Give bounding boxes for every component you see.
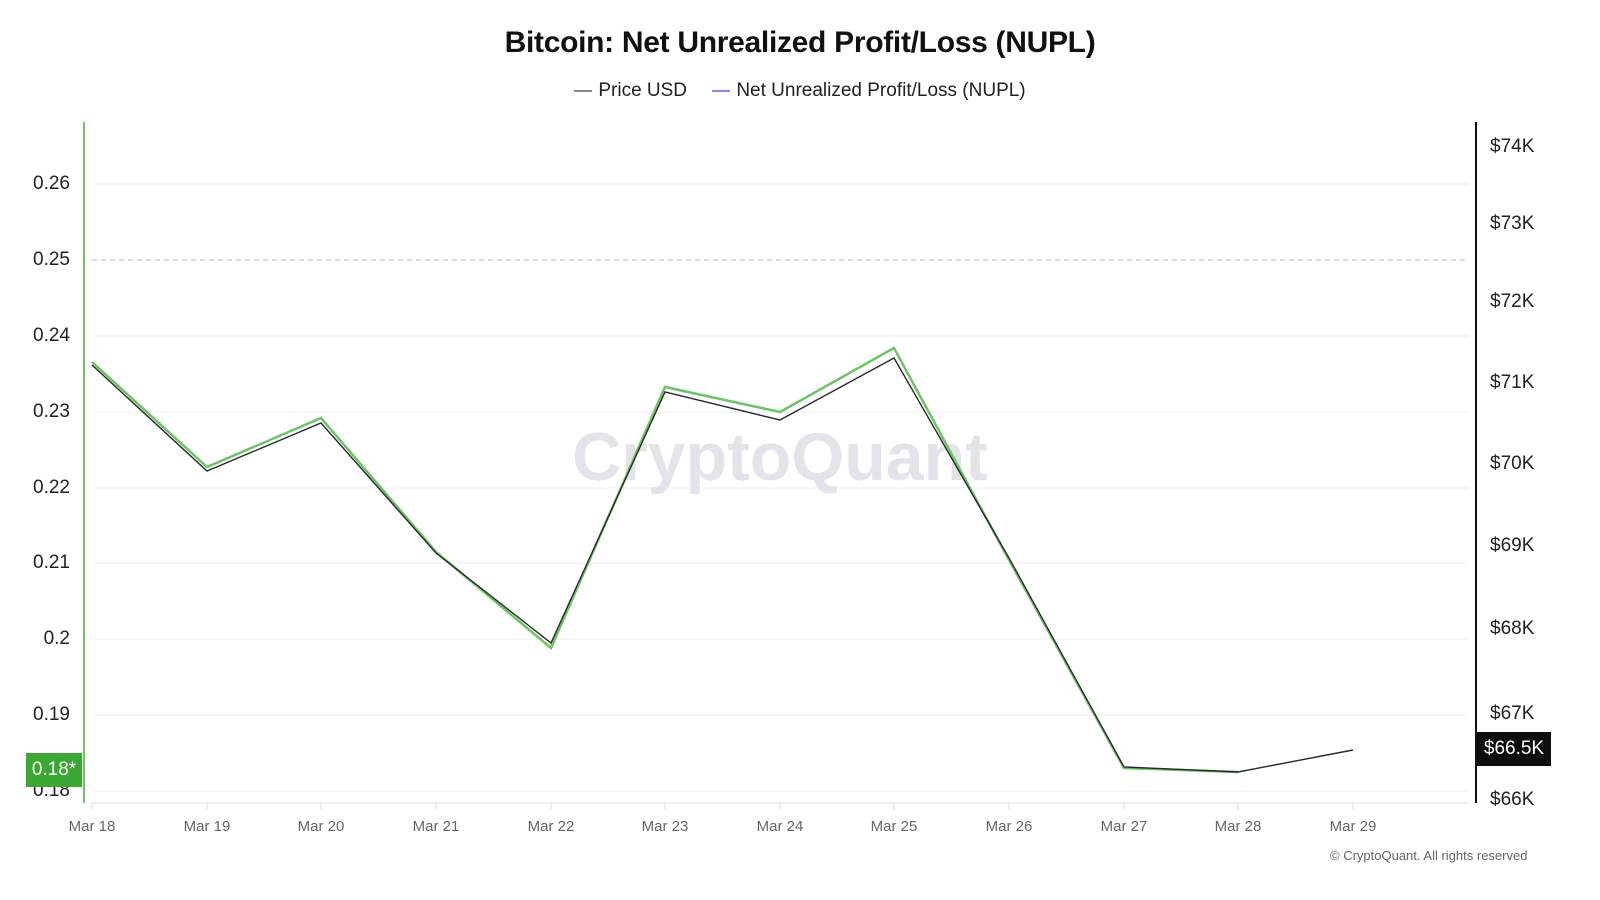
x-tick: Mar 22 xyxy=(527,818,575,835)
legend-swatch-nupl-icon xyxy=(712,90,731,92)
y-right-tick: $68K xyxy=(1490,618,1535,639)
y-right-tick: $66K xyxy=(1490,789,1535,810)
y-right-tick: $73K xyxy=(1490,213,1535,234)
legend-swatch-price-icon xyxy=(574,90,593,92)
x-tick: Mar 20 xyxy=(297,818,345,835)
x-tick: Mar 25 xyxy=(870,818,918,835)
legend-label-price: Price USD xyxy=(598,80,688,101)
price-line xyxy=(91,357,1354,773)
chart-legend: Price USD Net Unrealized Profit/Loss (NU… xyxy=(0,76,1600,102)
gridlines xyxy=(92,183,1468,792)
y-left-tick: 0.22 xyxy=(33,477,70,498)
y-left-tick: 0.23 xyxy=(33,401,70,422)
chart-title: Bitcoin: Net Unrealized Profit/Loss (NUP… xyxy=(504,26,1096,59)
x-tick: Mar 21 xyxy=(412,818,460,835)
y-right-tick: $71K xyxy=(1490,372,1535,393)
watermark: CryptoQuant xyxy=(572,419,988,495)
y-right-tick: $72K xyxy=(1490,291,1535,312)
legend-item-price[interactable]: Price USD xyxy=(574,80,687,102)
price-current-badge: $66.5K xyxy=(1477,732,1551,766)
x-tick: Mar 18 xyxy=(68,818,116,835)
x-tick: Mar 29 xyxy=(1329,818,1377,835)
copyright-footer: © CryptoQuant. All rights reserved xyxy=(1330,848,1528,863)
x-tick: Mar 23 xyxy=(641,818,689,835)
x-tick: Mar 28 xyxy=(1214,818,1262,835)
nupl-current-badge: 0.18* xyxy=(26,753,82,787)
y-right-tick: $70K xyxy=(1490,453,1535,474)
y-left-tick: 0.19 xyxy=(33,704,70,725)
y-left-tick: 0.26 xyxy=(33,173,70,194)
x-tick: Mar 24 xyxy=(756,818,804,835)
x-tick: Mar 19 xyxy=(183,818,231,835)
legend-item-nupl[interactable]: Net Unrealized Profit/Loss (NUPL) xyxy=(712,80,1026,102)
x-axis-ticks xyxy=(91,803,1354,810)
y-right-tick: $67K xyxy=(1490,703,1535,724)
nupl-line xyxy=(91,346,1239,774)
y-left-tick: 0.25 xyxy=(33,249,70,270)
y-right-tick: $74K xyxy=(1490,136,1535,157)
legend-label-nupl: Net Unrealized Profit/Loss (NUPL) xyxy=(736,80,1026,101)
x-tick: Mar 27 xyxy=(1100,818,1148,835)
x-tick: Mar 26 xyxy=(985,818,1033,835)
y-left-tick: 0.2 xyxy=(43,628,70,649)
y-left-tick: 0.24 xyxy=(33,325,70,346)
y-right-tick: $69K xyxy=(1490,535,1535,556)
y-left-tick: 0.21 xyxy=(33,552,70,573)
